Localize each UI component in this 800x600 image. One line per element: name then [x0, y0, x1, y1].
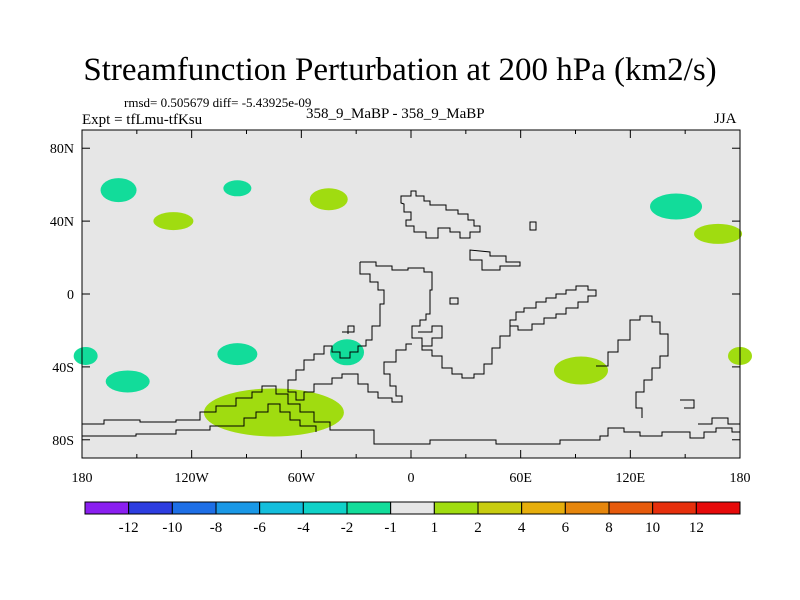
colorbar-label: 4: [518, 520, 526, 536]
coastline-island: [449, 297, 459, 305]
anomaly-negative-6: [73, 346, 98, 365]
colorbar-box: [564, 501, 610, 515]
anomaly-positive-10: [553, 356, 608, 385]
anomaly-negative-8: [330, 339, 365, 366]
coastline-nearcoast: [418, 325, 443, 347]
coastline-spain: [342, 325, 355, 334]
colorbar-label: -1: [384, 520, 397, 536]
x-tick-label: 180: [730, 471, 751, 486]
season-label: JJA: [714, 111, 737, 127]
colorbar-box: [433, 501, 479, 515]
colorbar-label: -4: [297, 520, 310, 536]
stats-label: rmsd= 0.505679 diff= -5.43925e-09: [124, 95, 312, 110]
y-tick-label: 80S: [52, 434, 74, 449]
coastlines: [82, 190, 740, 445]
colorbar-box: [652, 501, 697, 515]
anomaly-negative-4: [650, 193, 703, 220]
colorbar-label: 1: [431, 520, 439, 536]
colorbar-box: [695, 501, 741, 515]
chart-title: Streamfunction Perturbation at 200 hPa (…: [83, 52, 717, 88]
x-tick-label: 60E: [509, 471, 532, 486]
coastline-japan: [469, 249, 521, 271]
x-tick-label: 120W: [175, 471, 210, 486]
map-background: [82, 130, 740, 458]
case-label: 358_9_MaBP - 358_9_MaBP: [306, 106, 485, 122]
coastline-africa: [360, 261, 597, 379]
colorbar: -12 -10 -8 -6 -4 -2 -1 1 2 4 6 8 10 12: [84, 501, 741, 536]
anomaly-negative-7: [217, 343, 258, 366]
colorbar-box: [215, 501, 261, 515]
x-tick-label: 0: [408, 471, 415, 486]
colorbar-box: [171, 501, 217, 515]
anomaly-negative-0: [100, 178, 137, 203]
coastline-eurasia-africa: [400, 190, 481, 239]
colorbar-label: -10: [162, 520, 182, 536]
coastline-antarctica: [82, 385, 740, 445]
colorbar-label: -6: [253, 520, 266, 536]
colorbar-label: -12: [119, 520, 139, 536]
coastline-nz: [680, 399, 695, 409]
anomaly-positive-5: [694, 223, 743, 244]
y-tick-label: 40S: [52, 361, 74, 376]
colorbar-box: [259, 501, 304, 515]
coastline-island2: [529, 221, 537, 231]
coastline-antarctica-inner: [82, 403, 317, 437]
colorbar-box: [302, 501, 348, 515]
x-tick-label: 180: [72, 471, 93, 486]
colorbar-box: [608, 501, 654, 515]
experiment-label: Expt = tfLmu-tfKsu: [82, 112, 203, 128]
colorbar-label: 12: [689, 520, 704, 536]
map-plot-area: [73, 129, 752, 459]
colorbar-label: 6: [562, 520, 570, 536]
colorbar-label: 10: [645, 520, 660, 536]
colorbar-box: [84, 501, 130, 515]
colorbar-box: [521, 501, 566, 515]
anomaly-contours: [73, 178, 752, 437]
x-tick-label: 120E: [616, 471, 646, 486]
y-tick-label: 80N: [50, 142, 74, 157]
colorbar-box: [128, 501, 173, 515]
anomaly-positive-12: [203, 388, 344, 437]
colorbar-box: [346, 501, 392, 515]
coastline-australia: [596, 315, 669, 418]
y-tick-label: 0: [67, 288, 74, 303]
colorbar-box: [390, 501, 435, 515]
anomaly-positive-1: [153, 212, 194, 231]
colorbar-label: 2: [474, 520, 482, 536]
colorbar-label: 8: [605, 520, 613, 536]
anomaly-negative-9: [105, 370, 150, 393]
coastline-westafrica: [287, 262, 412, 403]
map-axes: 180 120W 60W 0 60E 120E 180 80N 40N 0 40S 80S: [50, 130, 751, 486]
colorbar-label: -8: [210, 520, 223, 536]
coastline-ross: [698, 417, 740, 425]
colorbar-label: -2: [341, 520, 354, 536]
colorbar-box: [477, 501, 523, 515]
anomaly-positive-3: [309, 188, 348, 211]
y-tick-label: 40N: [50, 215, 74, 230]
x-tick-label: 60W: [288, 471, 316, 486]
anomaly-negative-2: [223, 180, 252, 197]
